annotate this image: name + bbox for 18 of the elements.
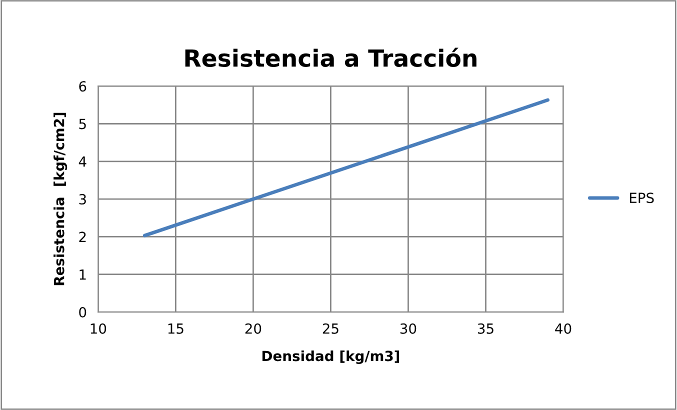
x-tick-label: 15 xyxy=(168,324,184,334)
y-axis-title: Resistencia [kgf/cm2] xyxy=(54,112,68,286)
x-tick-label: 30 xyxy=(400,323,416,334)
x-tick-label: 35 xyxy=(478,323,494,334)
x-axis-title: Densidad [kg/m3] xyxy=(262,350,400,364)
x-tick-label: 10 xyxy=(90,323,106,334)
y-tick-label: 5 xyxy=(79,118,86,130)
x-tick-label: 40 xyxy=(555,323,572,334)
x-tick-label: 25 xyxy=(322,323,338,334)
legend-label: EPS xyxy=(630,192,654,204)
chart-title: Resistencia a Tracción xyxy=(185,48,476,67)
y-tick-label: 1 xyxy=(80,270,86,280)
x-tick-label: 20 xyxy=(245,323,262,334)
y-tick-label: 0 xyxy=(79,306,86,318)
y-tick-label: 2 xyxy=(79,232,86,242)
y-tick-label: 3 xyxy=(79,194,86,205)
y-tick-label: 6 xyxy=(79,81,86,92)
y-tick-label: 4 xyxy=(78,156,86,167)
